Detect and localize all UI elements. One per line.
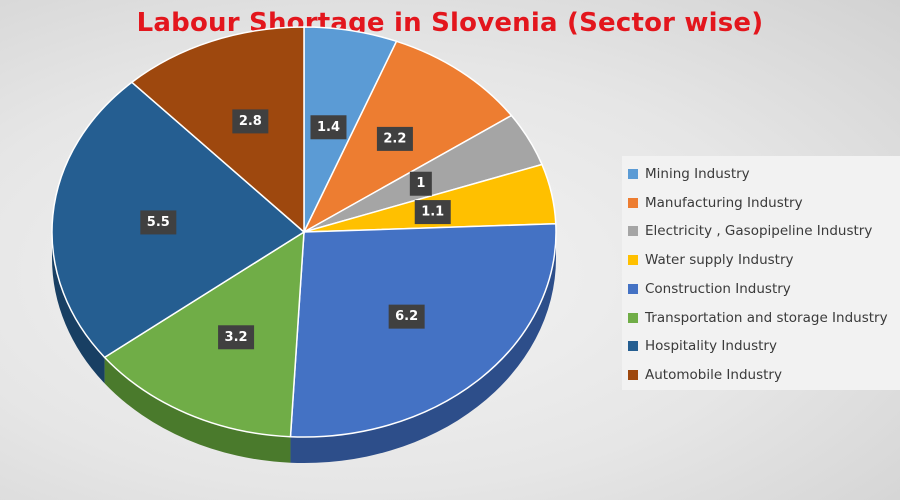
- legend-swatch: [628, 341, 638, 352]
- data-label-value: 2.8: [239, 114, 262, 129]
- legend-label: Construction Industry: [645, 280, 791, 297]
- legend-item-automobile-industry[interactable]: Automobile Industry: [628, 364, 782, 386]
- data-label-automobile-industry: 2.8: [232, 109, 269, 134]
- pie-top-group: [51, 26, 557, 438]
- data-label-hospitality-industry: 5.5: [140, 210, 177, 235]
- legend-swatch: [628, 169, 638, 179]
- data-label-value: 2.2: [383, 131, 406, 146]
- legend-swatch: [628, 255, 638, 266]
- data-label-value: 5.5: [147, 215, 170, 230]
- legend-item-construction-industry[interactable]: Construction Industry: [628, 278, 791, 300]
- data-label-value: 6.2: [395, 309, 418, 324]
- legend-item-water-supply-industry[interactable]: Water supply Industry: [628, 249, 794, 271]
- legend-swatch: [628, 197, 638, 208]
- legend-item-manufacturing-industry[interactable]: Manufacturing Industry: [628, 192, 803, 214]
- legend-label: Electricity , Gasopipeline Industry: [645, 223, 873, 240]
- pie-slice-hospitality-industry[interactable]: [51, 81, 306, 359]
- data-label-electricity-gasopipeline-industry: 1: [409, 171, 432, 196]
- data-label-construction-industry: 6.2: [388, 304, 425, 329]
- legend-label: Water supply Industry: [645, 252, 794, 269]
- data-label-manufacturing-industry: 2.2: [376, 126, 413, 151]
- data-labels-group: 1.4 2.2 1 1.1 6.2 3.2 5.5 2.8: [140, 109, 451, 350]
- data-label-box: [310, 115, 347, 140]
- legend-swatch: [628, 283, 638, 294]
- data-label-transportation-and-storage-industry: 3.2: [218, 325, 255, 350]
- legend-item-hospitality-industry[interactable]: Hospitality Industry: [628, 335, 777, 357]
- data-label-mining-industry: 1.4: [310, 115, 347, 140]
- legend-swatch: [628, 226, 638, 237]
- legend-label: Automobile Industry: [645, 366, 782, 383]
- data-label-box: [409, 171, 432, 196]
- legend-label: Hospitality Industry: [645, 338, 777, 355]
- data-label-box: [140, 210, 177, 235]
- pie-side-group: [52, 232, 556, 464]
- data-label-value: 3.2: [225, 330, 248, 345]
- data-label-box: [414, 200, 451, 225]
- legend: Mining Industry Manufacturing Industry Ele…: [622, 156, 900, 390]
- pie-side-transportation-and-storage-industry: [104, 357, 291, 463]
- pie-slice-automobile-industry[interactable]: [130, 26, 305, 234]
- legend-swatch: [628, 369, 638, 380]
- data-label-water-supply-industry: 1.1: [414, 200, 451, 225]
- pie-side-construction-industry: [290, 232, 556, 464]
- legend-item-mining-industry[interactable]: Mining Industry: [628, 163, 750, 185]
- legend-label: Manufacturing Industry: [645, 194, 803, 211]
- data-label-box: [232, 109, 269, 134]
- pie-slice-construction-industry[interactable]: [289, 222, 557, 438]
- legend-swatch: [628, 312, 638, 323]
- data-label-box: [218, 325, 255, 350]
- legend-label: Mining Industry: [645, 166, 750, 182]
- data-label-value: 1.4: [317, 120, 340, 135]
- pie-slice-transportation-and-storage-industry[interactable]: [103, 230, 305, 438]
- data-label-box: [388, 304, 425, 329]
- data-label-value: 1: [416, 176, 425, 191]
- pie-side-hospitality-industry: [52, 232, 105, 384]
- data-label-value: 1.1: [421, 205, 444, 220]
- legend-item-electricity-gasopipeline-industry[interactable]: Electricity , Gasopipeline Industry: [628, 220, 872, 242]
- data-label-box: [376, 126, 413, 151]
- legend-item-transportation-and-storage-industry[interactable]: Transportation and storage Industry: [628, 307, 888, 329]
- legend-label: Transportation and storage Industry: [645, 309, 888, 326]
